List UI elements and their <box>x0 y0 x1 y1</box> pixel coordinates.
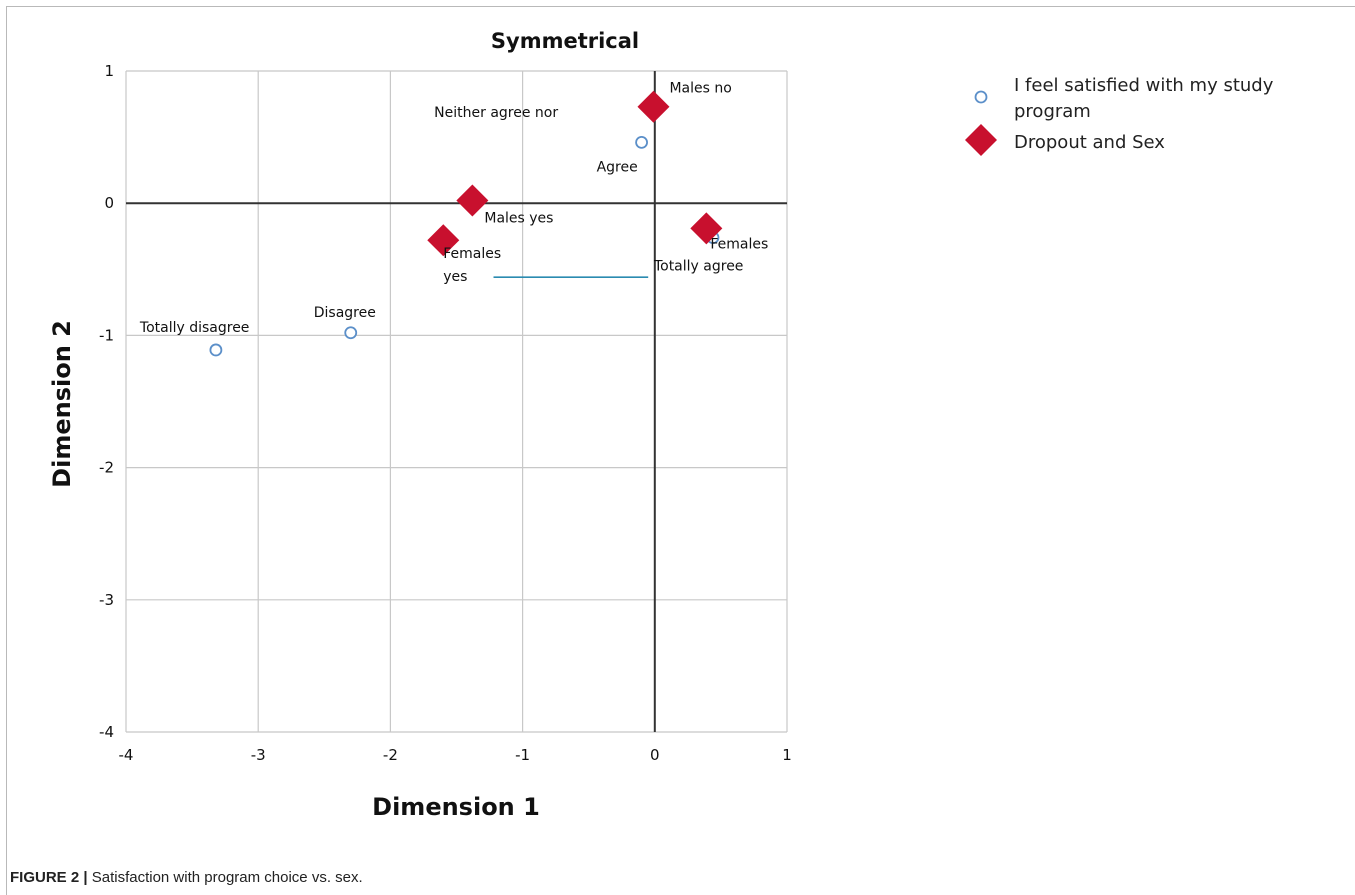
axes: -4 -3 -2 -1 0 1 1 0 -1 -2 -3 -4 <box>99 62 792 764</box>
x-tick-label: -1 <box>515 746 530 764</box>
figure-caption: FIGURE 2 | Satisfaction with program cho… <box>10 869 363 886</box>
legend-label-satisfied-line2: program <box>1014 101 1091 122</box>
figure-frame <box>6 6 1355 895</box>
data-points <box>209 90 723 357</box>
x-tick-label: 0 <box>650 746 660 764</box>
diamond-point <box>690 212 723 245</box>
circle-point <box>635 135 648 149</box>
dropout-point-label: Females <box>710 236 768 252</box>
x-tick-label: -2 <box>383 746 398 764</box>
dropout-point-label: Females <box>443 246 501 262</box>
y-tick-label: -4 <box>99 723 114 741</box>
y-tick-label: 0 <box>104 194 114 212</box>
satisfaction-point-label: Agree <box>597 159 638 175</box>
diamond-point <box>456 184 489 217</box>
x-tick-label: 1 <box>782 746 792 764</box>
grid <box>125 70 788 733</box>
legend-circle-marker <box>974 90 988 104</box>
figure-caption-label: FIGURE 2 | <box>10 869 88 886</box>
figure-caption-text: Satisfaction with program choice vs. sex… <box>91 869 363 886</box>
legend-label-satisfied-line1: I feel satisfied with my study <box>1014 75 1274 96</box>
y-tick-label: -1 <box>99 326 114 344</box>
y-tick-label: -3 <box>99 591 114 609</box>
x-tick-label: -4 <box>119 746 134 764</box>
diamond-point <box>637 90 670 123</box>
y-tick-label: 1 <box>104 62 114 80</box>
biplot-chart: Symmetrical -4 -3 -2 -1 0 1 1 0 -1 -2 -3 -4 Totally… <box>48 29 1274 821</box>
x-axis-label: Dimension 1 <box>372 793 540 821</box>
circle-point <box>209 343 223 357</box>
dropout-point-label: Males no <box>669 81 731 97</box>
legend-diamond-marker <box>965 124 997 156</box>
y-axis-label: Dimension 2 <box>48 320 76 488</box>
satisfaction-point-label: Totally agree <box>653 259 743 275</box>
y-tick-label: -2 <box>99 459 114 477</box>
satisfaction-point-label: Totally disagree <box>139 320 250 336</box>
x-tick-label: -3 <box>251 746 266 764</box>
satisfaction-point-label: Disagree <box>314 305 376 321</box>
satisfaction-point-label: Neither agree nor <box>434 105 558 121</box>
circle-point <box>344 326 358 340</box>
chart-title: Symmetrical <box>491 29 639 53</box>
legend-label-dropout: Dropout and Sex <box>1014 132 1165 153</box>
dropout-point-label: Males yes <box>484 211 553 227</box>
point-labels: Totally disagree Disagree Neither agree no… <box>139 81 768 336</box>
diamond-point <box>427 224 460 257</box>
dropout-point-label: yes <box>443 269 467 285</box>
legend: I feel satisfied with my study program D… <box>965 75 1274 156</box>
